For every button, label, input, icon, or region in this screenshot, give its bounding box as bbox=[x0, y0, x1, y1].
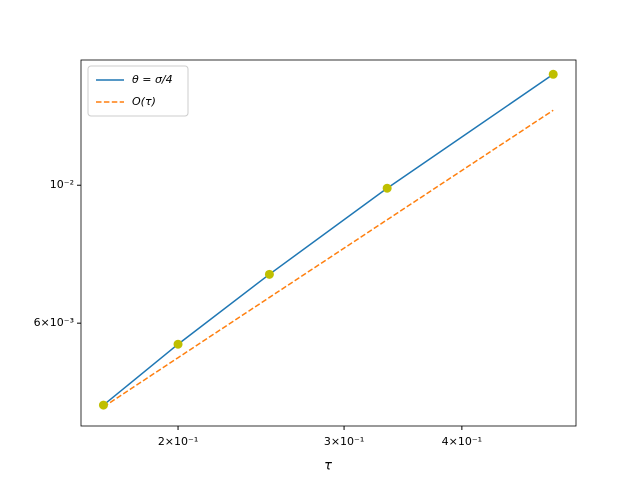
axes-frame bbox=[80, 59, 577, 427]
data-point bbox=[382, 183, 392, 193]
legend-label: O(τ) bbox=[132, 95, 156, 108]
data-point bbox=[173, 339, 183, 349]
legend-label: θ = σ/4 bbox=[132, 73, 173, 86]
x-tick-label: 4×10⁻¹ bbox=[442, 435, 482, 448]
series-line bbox=[102, 73, 554, 406]
y-tick-label: 10⁻² bbox=[50, 178, 74, 191]
data-point bbox=[98, 400, 108, 410]
y-tick-label: 6×10⁻³ bbox=[34, 316, 74, 329]
x-tick-label: 3×10⁻¹ bbox=[324, 435, 364, 448]
data-point bbox=[264, 269, 274, 279]
data-point bbox=[548, 69, 558, 79]
x-axis-label: τ bbox=[324, 459, 332, 474]
x-tick-label: 2×10⁻¹ bbox=[158, 435, 198, 448]
series-line bbox=[103, 109, 554, 408]
legend-box bbox=[87, 65, 189, 117]
